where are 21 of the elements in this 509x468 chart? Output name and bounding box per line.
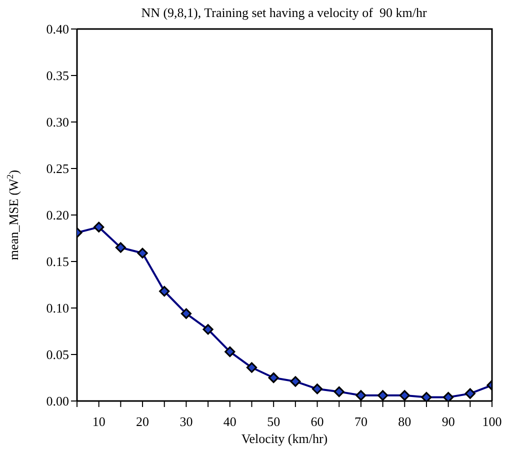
- y-tick-label: 0.00: [46, 394, 69, 409]
- y-tick-label: 0.15: [46, 254, 69, 270]
- y-tick-label: 0.05: [46, 347, 69, 362]
- y-tick-label: 0.40: [46, 22, 69, 37]
- x-tick-label: 40: [223, 414, 236, 430]
- x-axis-title: Velocity (km/hr): [241, 431, 328, 446]
- x-tick-label: 70: [354, 414, 368, 430]
- y-tick-label: 0.25: [46, 161, 69, 176]
- y-tick-label: 0.30: [46, 114, 69, 130]
- y-tick-label: 0.10: [46, 300, 69, 316]
- x-tick-label: 10: [92, 414, 106, 430]
- y-tick-label: 0.20: [46, 208, 69, 223]
- x-tick-label: 50: [267, 414, 280, 430]
- y-tick-label: 0.35: [46, 68, 69, 84]
- x-tick-label: 60: [310, 414, 324, 430]
- x-tick-label: 80: [398, 414, 412, 430]
- x-tick-label: 90: [442, 414, 455, 430]
- x-tick-label: 20: [136, 414, 150, 430]
- x-tick-label: 30: [180, 414, 193, 430]
- x-tick-label: 100: [482, 414, 502, 430]
- chart-title: NN (9,8,1), Training set having a velocity of 90 km/hr: [141, 5, 428, 20]
